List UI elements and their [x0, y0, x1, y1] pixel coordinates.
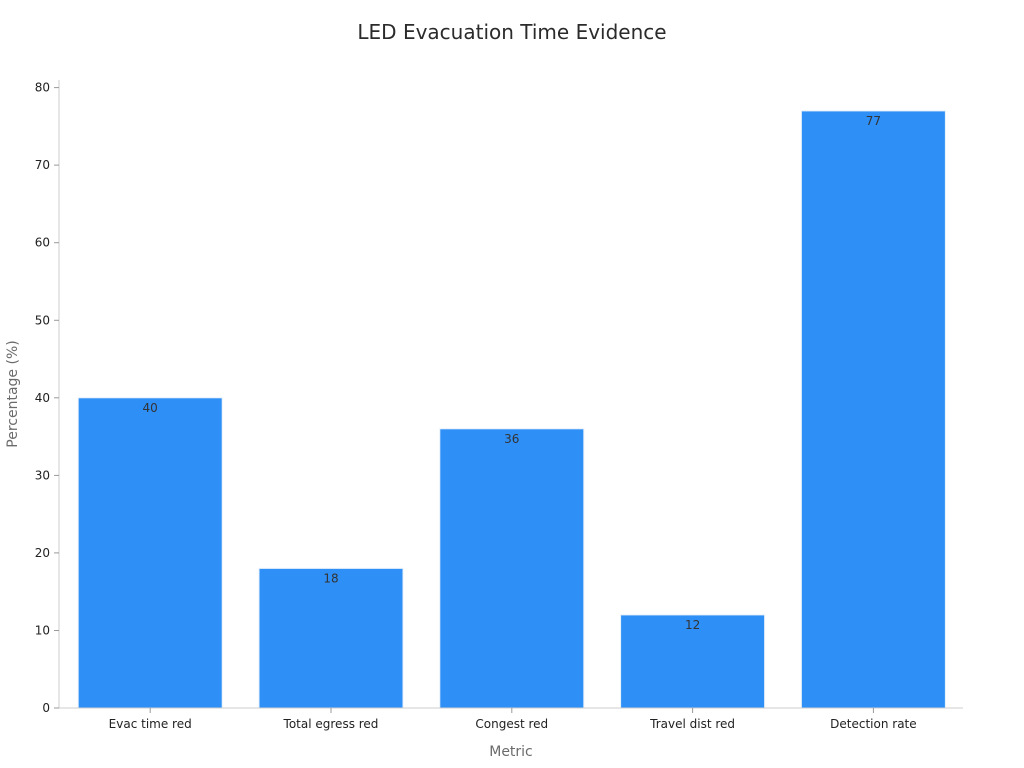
chart-title: LED Evacuation Time Evidence	[357, 20, 667, 44]
y-tick-label: 30	[35, 468, 50, 482]
x-axis: Evac time red Total egress red Congest red…	[59, 707, 963, 731]
data-label-3: 12	[685, 618, 700, 632]
bar-2	[439, 428, 585, 709]
y-tick-label: 10	[35, 624, 50, 638]
data-label-2: 36	[504, 432, 519, 446]
data-label-1: 18	[323, 571, 338, 585]
x-tick-label: Congest red	[475, 717, 548, 731]
x-tick-label: Detection rate	[830, 717, 916, 731]
x-tick-label: Total egress red	[283, 717, 379, 731]
bar-4	[800, 110, 946, 709]
y-tick-label: 80	[35, 81, 50, 95]
bar-0	[77, 397, 223, 709]
y-tick-label: 20	[35, 546, 50, 560]
y-axis: 0 10 20 30 40 50 60 70 80	[35, 80, 60, 715]
y-axis-title: Percentage (%)	[5, 340, 21, 447]
x-axis-title: Metric	[489, 744, 533, 760]
bars-layer	[77, 110, 946, 709]
y-tick-label: 70	[35, 158, 50, 172]
y-tick-label: 0	[42, 701, 50, 715]
bar-3	[620, 614, 766, 709]
data-label-0: 40	[143, 401, 158, 415]
bar-1	[258, 567, 404, 709]
data-label-4: 77	[866, 114, 881, 128]
y-tick-label: 60	[35, 236, 50, 250]
y-tick-label: 40	[35, 391, 50, 405]
data-labels-layer: 40 18 36 12 77	[143, 114, 881, 632]
x-tick-label: Evac time red	[109, 717, 192, 731]
x-tick-label: Travel dist red	[649, 717, 735, 731]
y-tick-label: 50	[35, 313, 50, 327]
